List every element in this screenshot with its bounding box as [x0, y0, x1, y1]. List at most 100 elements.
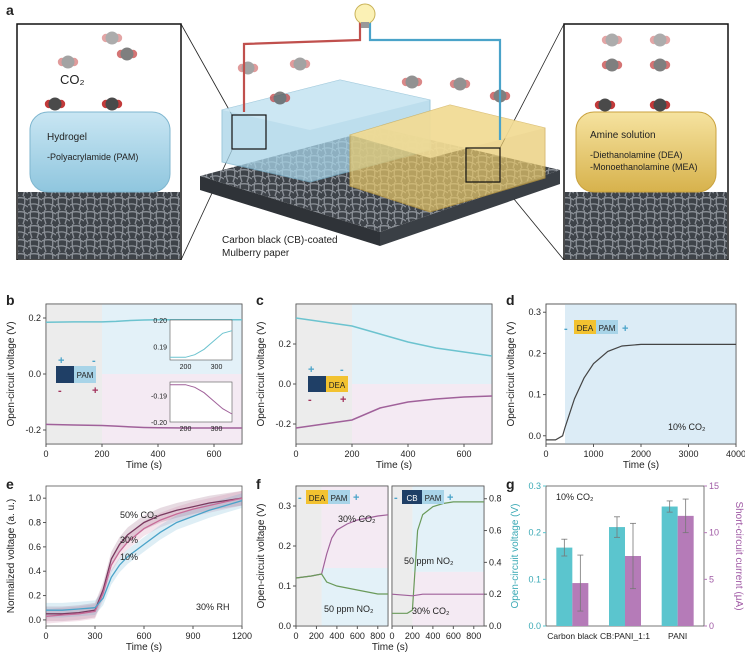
amine-zoom-box	[563, 23, 729, 260]
y-tick-label: -0.2	[25, 425, 41, 435]
x-tick-label: 0	[293, 449, 298, 459]
y-tick-label: 0.2	[489, 589, 502, 599]
bar	[661, 506, 678, 626]
inset-x-tick-label: 200	[180, 426, 192, 433]
y-tick-label: 0.0	[278, 621, 291, 631]
inset-y-tick-label: 0.20	[153, 318, 167, 325]
bar	[556, 547, 573, 626]
y-axis-label: Open-circuit voltage (V)	[506, 321, 517, 426]
device-label: PAM	[77, 371, 94, 380]
device-block	[402, 490, 422, 504]
y-tick-label: 0.3	[278, 501, 291, 511]
x-tick-label: 200	[344, 449, 359, 459]
y-tick-label: 0.0	[528, 621, 541, 631]
y-tick-label: 0.3	[528, 307, 541, 317]
y-axis-label: Open-circuit voltage (V)	[6, 321, 17, 426]
x-tick-label: 0	[293, 631, 298, 641]
y-tick-label: 0.2	[28, 313, 41, 323]
x-tick-label: 600	[350, 631, 365, 641]
minus-sign: -	[340, 364, 344, 376]
series-line	[295, 573, 388, 595]
device-block	[574, 320, 596, 334]
device-block	[596, 320, 618, 334]
region-shade	[296, 486, 322, 626]
inset-y-tick-label: -0.19	[151, 393, 167, 400]
panel-a-illustration	[16, 3, 729, 260]
y-tick-label: 0.8	[28, 518, 41, 528]
annotation: 50 ppm NO₂	[324, 604, 374, 614]
y-tick-label: 0	[709, 621, 714, 631]
inset-y-tick-label: 0.19	[153, 345, 167, 352]
x-tick-label: 3000	[678, 449, 698, 459]
series-line	[46, 499, 243, 611]
y-tick-label: 0.3	[528, 481, 541, 491]
device-label: DEA	[329, 381, 346, 390]
plus-sign: +	[447, 492, 453, 504]
device-block	[308, 376, 326, 392]
inset-x-tick-label: 300	[211, 426, 223, 433]
device-label: PAM	[331, 494, 348, 503]
series-label: 30%	[120, 535, 138, 545]
amine-item-2: -Monoethanolamine (MEA)	[590, 162, 698, 172]
y-tick-label: 0.2	[28, 591, 41, 601]
bar	[677, 515, 694, 626]
device-3d	[200, 57, 560, 246]
region-shade	[412, 571, 484, 626]
device-block	[422, 490, 444, 504]
substrate-label-1: Carbon black (CB)-coated	[222, 235, 338, 246]
x-tick-label: 600	[206, 449, 221, 459]
amine-item-1: -Diethanolamine (DEA)	[590, 150, 683, 160]
x-tick-label: 200	[405, 631, 420, 641]
y-tick-label: 0.1	[528, 574, 541, 584]
annotation: 30% CO₂	[412, 606, 450, 616]
category-label: PANI	[668, 631, 687, 641]
y-tick-label: 5	[709, 574, 714, 584]
x-tick-label: 800	[370, 631, 385, 641]
plus-sign: +	[308, 364, 314, 376]
annotation: 10% CO₂	[668, 422, 706, 432]
x-axis-label: Time (s)	[623, 460, 659, 471]
series-line	[46, 497, 243, 615]
series-band	[46, 490, 242, 622]
x-axis-label: Time (s)	[376, 460, 412, 471]
annotation: 30% RH	[196, 602, 230, 612]
x-axis-label: Time (s)	[126, 642, 162, 653]
lightbulb-icon	[354, 3, 376, 28]
x-tick-label: 600	[136, 631, 151, 641]
x-tick-label: 200	[309, 631, 324, 641]
x-tick-label: 400	[329, 631, 344, 641]
plus-sign: +	[340, 394, 346, 406]
y-tick-label: 1.0	[28, 493, 41, 503]
x-tick-label: 400	[425, 631, 440, 641]
device-block	[328, 490, 350, 504]
device-block	[74, 366, 96, 383]
series-line	[295, 395, 493, 429]
plus-sign: +	[58, 355, 64, 367]
x-tick-label: 400	[150, 449, 165, 459]
panel-label-c: c	[256, 292, 264, 308]
x-tick-label: 200	[94, 449, 109, 459]
minus-sign: -	[58, 385, 62, 397]
inset-x-tick-label: 200	[180, 364, 192, 371]
minus-sign: -	[92, 355, 96, 367]
x-tick-label: 300	[87, 631, 102, 641]
x-tick-label: 600	[446, 631, 461, 641]
plot-frame	[295, 485, 389, 627]
y-tick-label: 0.6	[489, 526, 502, 536]
device-block	[326, 376, 348, 392]
plot-frame	[391, 485, 485, 627]
plus-sign: +	[622, 323, 628, 335]
amine-title: Amine solution	[590, 130, 656, 141]
y-axis-label: Open-circuit voltage (V)	[256, 321, 267, 426]
x-tick-label: 400	[400, 449, 415, 459]
x-tick-label: 0	[543, 449, 548, 459]
series-line	[170, 330, 233, 358]
y-tick-label: 0.2	[278, 339, 291, 349]
x-tick-label: 1000	[583, 449, 603, 459]
plus-sign: +	[353, 492, 359, 504]
hydrogel-item: -Polyacrylamide (PAM)	[47, 152, 139, 162]
category-label: Carbon black	[547, 631, 598, 641]
series-line	[392, 501, 484, 614]
y-tick-label: 0.0	[528, 431, 541, 441]
region-shade	[392, 486, 413, 626]
